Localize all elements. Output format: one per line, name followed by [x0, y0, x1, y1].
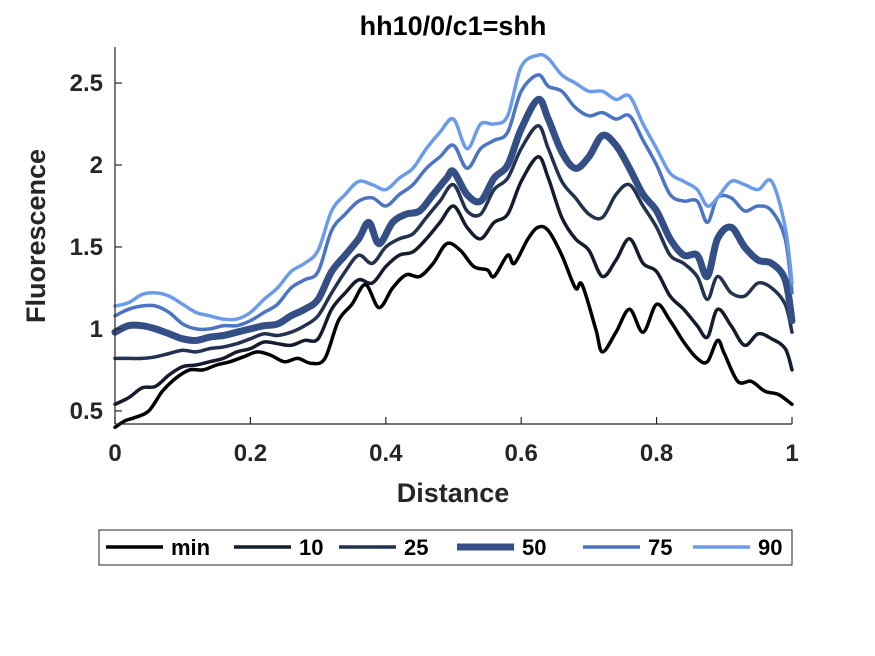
y-tick-label: 1.5	[70, 234, 103, 261]
series-line-90	[113, 52, 794, 322]
series-line-min	[113, 224, 794, 430]
x-tick-label: 0.2	[234, 440, 267, 467]
legend: min 10 25 50 75 90	[98, 529, 793, 566]
series-line-25	[113, 123, 794, 361]
legend-label-75: 75	[648, 535, 672, 560]
chart-title: hh10/0/c1=shh	[360, 11, 547, 41]
x-axis-ticks: 0 0.2 0.4 0.6 0.8 1	[108, 417, 799, 467]
x-tick-label: 0.8	[640, 440, 673, 467]
x-tick-label: 0	[108, 440, 121, 467]
legend-label-10: 10	[299, 535, 323, 560]
x-tick-label: 0.4	[369, 440, 403, 467]
x-tick-label: 1	[785, 440, 798, 467]
y-tick-label: 2	[90, 152, 103, 179]
y-tick-label: 1	[90, 316, 103, 343]
plot-area	[111, 52, 796, 430]
series-line-75	[113, 73, 794, 332]
legend-label-25: 25	[404, 535, 428, 560]
y-tick-label: 0.5	[70, 398, 103, 425]
x-tick-label: 0.6	[505, 440, 538, 467]
y-axis-ticks: 0.5 1 1.5 2 2.5	[70, 70, 122, 425]
legend-label-90: 90	[758, 535, 782, 560]
y-tick-label: 2.5	[70, 70, 103, 97]
y-axis-title: Fluorescence	[21, 149, 51, 323]
series-line-10	[113, 155, 794, 407]
x-axis-title: Distance	[397, 478, 510, 508]
legend-box	[98, 529, 793, 566]
legend-label-min: min	[171, 535, 210, 560]
series-line-50	[111, 95, 796, 344]
legend-label-50: 50	[522, 535, 546, 560]
